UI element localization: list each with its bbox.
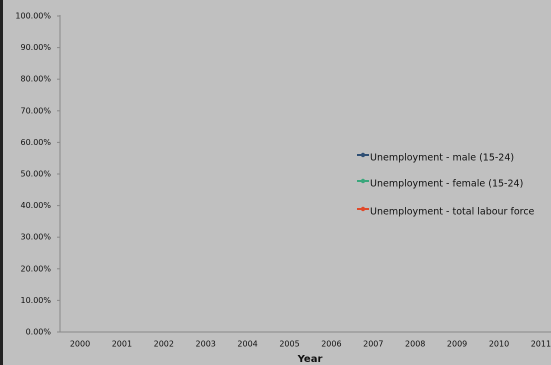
- x-tick-label: 2010: [489, 340, 509, 349]
- y-tick-label: 50.00%: [20, 170, 51, 179]
- x-tick-label: 2009: [447, 340, 467, 349]
- y-tick-label: 30.00%: [20, 233, 51, 242]
- x-tick-label: 2007: [363, 340, 383, 349]
- legend-marker: [360, 206, 366, 212]
- y-tick-label: 100.00%: [15, 12, 51, 21]
- x-tick-label: 2001: [112, 340, 132, 349]
- legend-label: Unemployment - total labour force: [370, 207, 535, 218]
- y-tick-label: 10.00%: [20, 296, 51, 305]
- x-tick-label: 2003: [196, 340, 216, 349]
- left-edge: [0, 0, 3, 365]
- legend-marker: [360, 152, 366, 158]
- x-tick-label: 2011: [531, 340, 551, 349]
- legend-label: Unemployment - female (15-24): [370, 179, 523, 190]
- x-tick-label: 2000: [70, 340, 90, 349]
- y-tick-label: 40.00%: [20, 201, 51, 210]
- y-tick-label: 90.00%: [20, 43, 51, 52]
- y-tick-label: 60.00%: [20, 138, 51, 147]
- x-tick-label: 2002: [154, 340, 174, 349]
- x-tick-label: 2005: [279, 340, 299, 349]
- x-tick-label: 2008: [405, 340, 425, 349]
- legend-label: Unemployment - male (15-24): [370, 153, 514, 164]
- x-tick-label: 2004: [237, 340, 257, 349]
- x-tick-label: 2006: [321, 340, 341, 349]
- x-axis-title: Year: [297, 354, 323, 365]
- y-tick-label: 70.00%: [20, 106, 51, 115]
- y-tick-label: 20.00%: [20, 264, 51, 273]
- legend-marker: [360, 178, 366, 184]
- y-tick-label: 80.00%: [20, 75, 51, 84]
- y-tick-label: 0.00%: [26, 328, 52, 337]
